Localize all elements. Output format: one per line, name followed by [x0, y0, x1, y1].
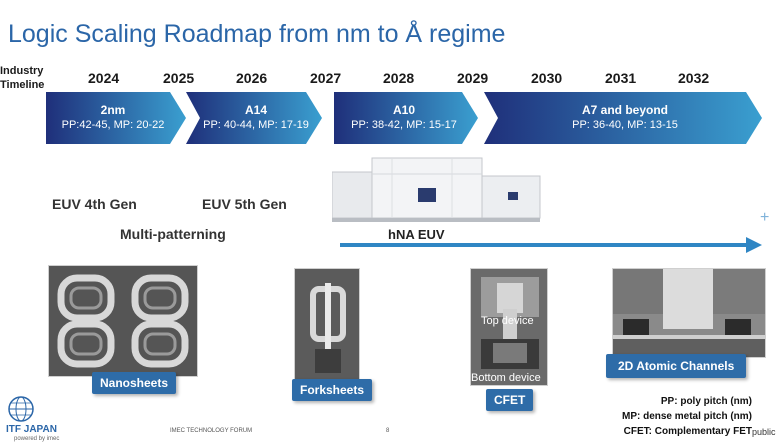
- node-a14-detail: PP: 40-44, MP: 17-19: [203, 119, 309, 131]
- cfet-bottom-device-label: Bottom device: [471, 372, 541, 384]
- cfet-tag: CFET: [486, 389, 534, 411]
- plus-icon: +: [760, 209, 770, 226]
- node-2nm-name: 2nm: [100, 103, 126, 117]
- hna-euv-arrow: [340, 237, 762, 253]
- node-a10-detail: PP: 38-42, MP: 15-17: [351, 119, 457, 131]
- itf-globe-icon: [8, 396, 34, 422]
- cfet-top-device-label: Top device: [481, 315, 534, 327]
- forksheets-tag: Forksheets: [292, 379, 373, 401]
- year-2025: 2025: [163, 70, 195, 86]
- year-2028: 2028: [383, 70, 415, 86]
- legend-cfet: CFET: Complementary FET: [623, 426, 752, 437]
- node-2nm: 2nm PP:42-45, MP: 20-22: [50, 92, 176, 144]
- itf-logo-subtitle: powered by imec: [14, 436, 60, 442]
- node-a7-name: A7 and beyond: [581, 103, 668, 117]
- node-a10-name: A10: [392, 103, 415, 117]
- itf-japan-logo: ITF JAPAN: [6, 424, 57, 435]
- year-2030: 2030: [531, 70, 563, 86]
- forum-label: IMEC TECHNOLOGY FORUM: [170, 428, 253, 434]
- chevron-a7: [484, 92, 762, 144]
- year-2024: 2024: [88, 70, 120, 86]
- page-number: 8: [386, 428, 390, 434]
- node-a14: A14 PP: 40-44, MP: 17-19: [196, 92, 316, 144]
- legend-pp: PP: poly pitch (nm): [660, 396, 752, 407]
- legend-mp: MP: dense metal pitch (nm): [621, 411, 752, 422]
- year-2026: 2026: [236, 70, 268, 86]
- nanosheets-tag: Nanosheets: [92, 372, 177, 394]
- forksheets-image: [294, 268, 360, 380]
- cfet-image: [470, 268, 548, 386]
- nanosheets-image: [48, 265, 198, 377]
- year-2027: 2027: [310, 70, 342, 86]
- node-a10: A10 PP: 38-42, MP: 15-17: [338, 92, 470, 144]
- chevron-a10: [334, 92, 478, 144]
- hna-euv-machine-image: [332, 157, 541, 222]
- year-2029: 2029: [457, 70, 489, 86]
- page-title: Logic Scaling Roadmap from nm to Å regim…: [8, 20, 506, 48]
- year-2031: 2031: [605, 70, 637, 86]
- year-2032: 2032: [678, 70, 710, 86]
- node-2nm-detail: PP:42-45, MP: 20-22: [61, 119, 165, 131]
- multi-patterning-label: Multi-patterning: [120, 226, 226, 242]
- classification-label: public: [752, 427, 776, 437]
- atomic-channels-image: [612, 268, 766, 358]
- timeline-label: Industry Timeline: [0, 65, 45, 91]
- node-a7: A7 and beyond PP: 36-40, MP: 13-15: [500, 92, 750, 144]
- euv-5th-gen-label: EUV 5th Gen: [202, 196, 287, 212]
- chevron-a14: [186, 92, 322, 144]
- atomic-channels-tag: 2D Atomic Channels: [606, 354, 747, 378]
- euv-4th-gen-label: EUV 4th Gen: [52, 196, 137, 212]
- node-a14-name: A14: [244, 103, 267, 117]
- node-a7-detail: PP: 36-40, MP: 13-15: [572, 119, 678, 131]
- hna-euv-label: hNA EUV: [388, 227, 445, 242]
- chevron-2nm: [46, 92, 186, 144]
